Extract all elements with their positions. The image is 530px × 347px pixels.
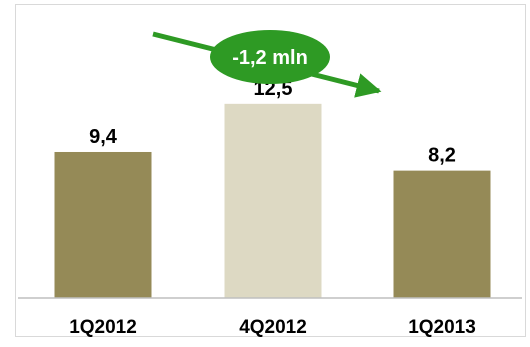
change-annotation: -1,2 mln <box>152 30 382 98</box>
category-label-4Q2012: 4Q2012 <box>239 317 307 338</box>
data-label-1Q2012: 9,4 <box>89 126 118 148</box>
change-label: -1,2 mln <box>232 47 308 69</box>
category-label-1Q2013: 1Q2013 <box>408 317 476 338</box>
category-label-1Q2012: 1Q2012 <box>69 317 137 338</box>
bar-1Q2012 <box>54 151 152 298</box>
data-label-1Q2013: 8,2 <box>428 145 456 167</box>
bars-group <box>54 103 491 298</box>
change-bubble <box>210 30 330 84</box>
plot-frame <box>15 4 526 337</box>
bar-4Q2012 <box>224 103 322 298</box>
bar-1Q2013 <box>393 170 491 298</box>
